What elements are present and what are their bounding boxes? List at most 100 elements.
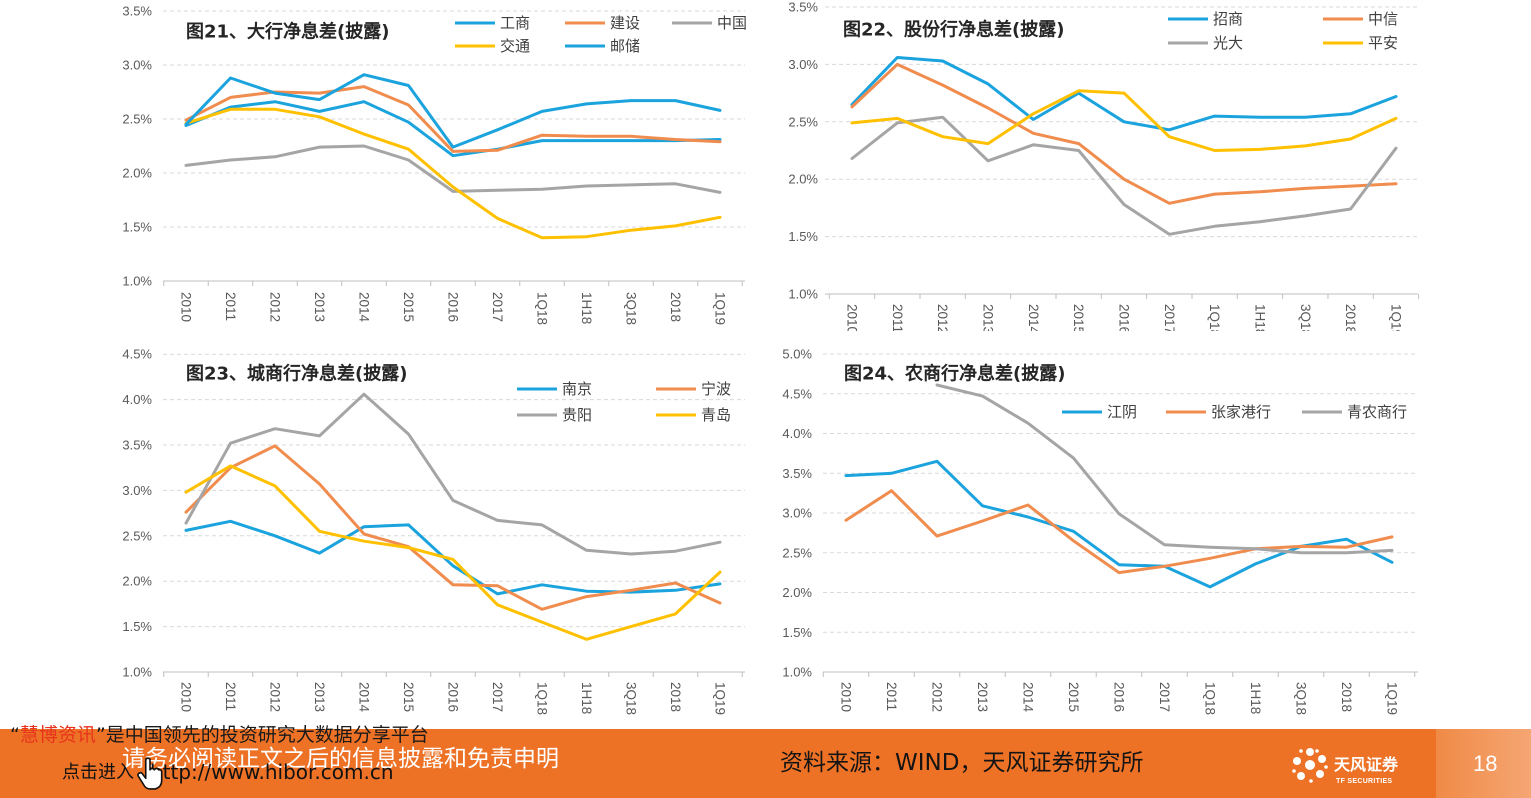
series-line [184, 73, 722, 149]
y-tick-label: 2.5% [788, 114, 818, 129]
source-text: 资料来源：WIND，天风证券研究所 [780, 750, 1144, 776]
x-tick-label: 1Q18 [1203, 682, 1218, 715]
y-tick-label: 1.5% [122, 619, 152, 634]
x-tick-label: 2017 [1157, 682, 1172, 712]
x-tick-label: 2010 [179, 682, 194, 712]
x-tick-label: 2011 [223, 292, 238, 321]
chart-24-rural-banks-nim: 1.0% 1.5% 2.0% 2.5% 3.0% 3.5% 4.0% 4.5% 5.0% 2010… [782, 347, 1418, 715]
series-line [935, 383, 1394, 555]
watermark-tagline-text: ”是中国领先的投资研究大数据分享平台 [95, 724, 429, 746]
y-tick-label: 2.5% [782, 545, 812, 560]
series-line [184, 144, 722, 194]
watermark-url-link[interactable]: http://www.hibor.com.cn [150, 760, 394, 784]
x-tick-label: 2014 [357, 682, 372, 713]
x-tick-label: 1Q18 [535, 292, 550, 325]
legend-label: 中国 [717, 14, 747, 32]
x-tick-label: 1Q19 [713, 682, 728, 715]
y-tick-label: 3.5% [122, 438, 152, 453]
legend-label: 建设 [610, 14, 640, 32]
x-tick-label: 2017 [1162, 304, 1177, 334]
legend-label: 中信 [1368, 10, 1398, 28]
x-tick-label: 2016 [1112, 682, 1127, 712]
series-line [844, 459, 1394, 589]
x-tick-label: 3Q18 [1298, 304, 1313, 337]
disclaimer-text: 请务必阅读正文之后的信息披露和免责申明 [122, 746, 559, 772]
x-tick-label: 2012 [930, 682, 945, 712]
chart-23-city-banks-nim: 1.0% 1.5% 2.0% 2.5% 3.0% 3.5% 4.0% 4.5% 2010 2011… [122, 347, 745, 715]
page-number: 18 [1473, 751, 1498, 776]
x-tick-label: 2010 [839, 682, 854, 712]
x-tick-label: 2018 [668, 682, 683, 712]
x-tick-label: 2013 [980, 304, 995, 334]
x-tick-labels: 2010 2011 2012 2013 2014 2015 2016 2017 1Q18 1H18… [839, 682, 1400, 715]
x-tick-label: 3Q18 [624, 682, 639, 715]
y-tick-label: 2.0% [122, 574, 152, 589]
legend-label: 邮储 [610, 37, 640, 55]
series-line [844, 489, 1394, 575]
tf-flower-logo-icon [1292, 748, 1328, 783]
y-tick-label: 4.5% [122, 347, 152, 362]
x-tick-labels: 2010 2011 2012 2013 2014 2015 2016 2017 1Q18 1H18… [845, 304, 1404, 337]
series-line [184, 107, 722, 240]
x-tick-label: 2014 [1026, 304, 1041, 335]
y-tick-label: 2.0% [782, 585, 812, 600]
y-tick-label: 3.5% [788, 0, 818, 15]
x-tick-label: 2012 [935, 304, 950, 334]
y-tick-label: 2.5% [122, 528, 152, 543]
x-tick-label: 1H18 [1252, 304, 1267, 336]
series-line [850, 62, 1398, 205]
y-tick-label: 3.0% [782, 506, 812, 521]
y-tick-label: 1.0% [782, 665, 812, 680]
y-tick-label: 3.0% [122, 58, 152, 73]
chart-title: 图23、城商行净息差(披露) [186, 363, 408, 385]
y-tick-label: 3.0% [788, 57, 818, 72]
logo-name-cn: 天风证券 [1334, 755, 1399, 774]
x-tick-label: 2013 [312, 292, 327, 322]
y-tick-label: 1.0% [122, 665, 152, 680]
grid [163, 10, 745, 228]
x-tick-label: 1H18 [579, 292, 594, 324]
tf-securities-logo: 天风证券 TF SECURITIES [1290, 745, 1410, 787]
y-tick-label: 2.0% [788, 172, 818, 187]
x-tick-label: 2017 [490, 682, 505, 712]
watermark-tagline: “慧博资讯”是中国领先的投资研究大数据分享平台 [10, 726, 429, 745]
legend-label: 光大 [1213, 34, 1243, 52]
series-line [850, 56, 1398, 132]
series-line [184, 464, 722, 641]
chart-title: 图24、农商行净息差(披露) [844, 363, 1066, 385]
legend-label: 招商 [1213, 10, 1243, 28]
x-tick-label: 2010 [179, 292, 194, 322]
y-tick-label: 3.5% [782, 466, 812, 481]
watermark-brand: 慧博资讯 [19, 724, 96, 746]
watermark-quote-open: “ [10, 724, 20, 746]
x-tick-label: 2011 [223, 682, 238, 711]
hand-pointer-icon [137, 757, 163, 790]
footer-banner: 请务必阅读正文之后的信息披露和免责申明 资料来源：WIND，天风证券研究所 天风… [0, 729, 1531, 798]
legend-label: 南京 [562, 380, 592, 398]
x-tick-label: 2011 [890, 304, 905, 333]
x-tick-label: 2018 [1339, 682, 1354, 712]
x-tick-label: 3Q18 [1294, 682, 1309, 715]
x-tick-label: 2013 [975, 682, 990, 712]
x-tick-label: 2015 [401, 682, 416, 712]
y-tick-label: 2.0% [122, 166, 152, 181]
x-tick-label: 2011 [884, 682, 899, 711]
x-tick-label: 2014 [1021, 682, 1036, 713]
legend-label: 平安 [1368, 34, 1398, 52]
chart-22-joint-stock-banks-nim: 1.0% 1.5% 2.0% 2.5% 3.0% 3.5% 2010 2011 2012 2013… [788, 0, 1420, 337]
series-line [184, 444, 722, 611]
y-tick-label: 3.5% [122, 4, 152, 19]
legend-label: 工商 [500, 14, 530, 32]
x-tick-label: 2017 [490, 292, 505, 322]
x-tick-label: 2013 [312, 682, 327, 712]
legend-label: 宁波 [701, 380, 731, 398]
grid [163, 353, 745, 628]
watermark-link-label[interactable]: 点击进入 [62, 762, 134, 783]
x-tick-label: 1Q18 [535, 682, 550, 715]
series-line [184, 392, 722, 556]
x-tick-label: 3Q18 [624, 292, 639, 325]
x-tick-labels: 2010 2011 2012 2013 2014 2015 2016 2017 1Q18 1H18… [179, 292, 728, 325]
legend-label: 江阴 [1107, 403, 1137, 421]
y-tick-label: 4.0% [782, 426, 812, 441]
